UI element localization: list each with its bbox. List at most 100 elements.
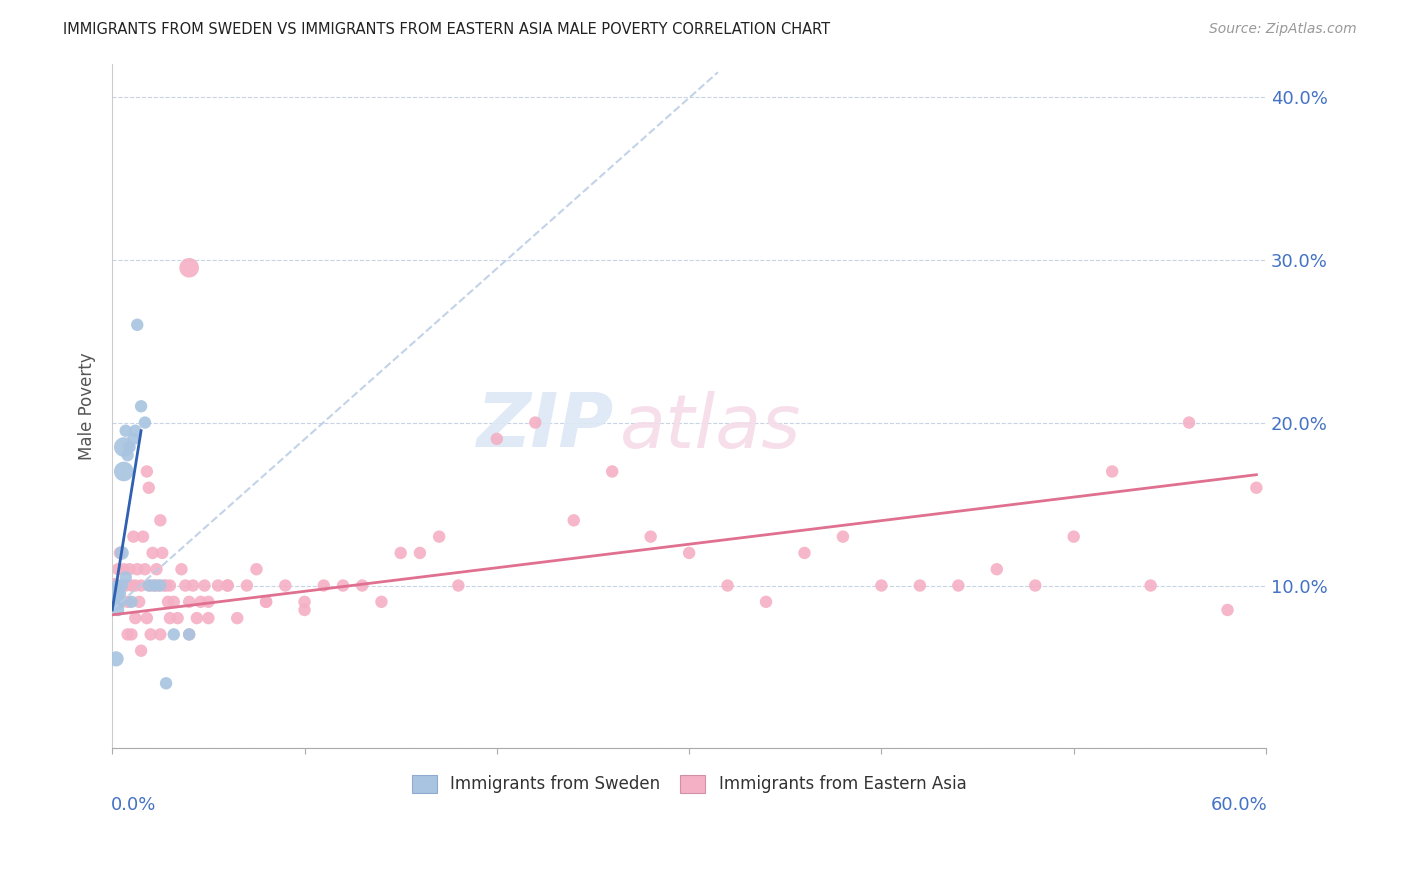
Point: [111, 578, 134, 592]
Point: [179, 595, 201, 609]
Point: [986, 562, 1008, 576]
Point: [755, 595, 778, 609]
Point: [254, 595, 277, 609]
Point: [138, 481, 160, 495]
Point: [135, 465, 157, 479]
Y-axis label: Male Poverty: Male Poverty: [79, 352, 96, 460]
Point: [193, 578, 215, 592]
Point: [352, 578, 374, 592]
Point: [135, 611, 157, 625]
Point: [948, 578, 970, 592]
Point: [207, 578, 229, 592]
Point: [149, 578, 172, 592]
Point: [274, 578, 297, 592]
Point: [129, 643, 152, 657]
Point: [153, 578, 176, 592]
Point: [678, 546, 700, 560]
Point: [127, 318, 149, 332]
Text: 0.0%: 0.0%: [111, 797, 156, 814]
Point: [111, 546, 134, 560]
Point: [226, 611, 249, 625]
Point: [600, 465, 623, 479]
Point: [793, 546, 815, 560]
Point: [105, 595, 128, 609]
Point: [148, 578, 170, 592]
Point: [149, 513, 172, 527]
Point: [114, 570, 136, 584]
Point: [121, 578, 143, 592]
Point: [245, 562, 267, 576]
Point: [149, 627, 172, 641]
Point: [370, 595, 392, 609]
Point: [121, 595, 143, 609]
Point: [134, 416, 156, 430]
Point: [132, 530, 155, 544]
Point: [107, 562, 129, 576]
Point: [112, 440, 135, 454]
Point: [294, 603, 316, 617]
Point: [179, 627, 201, 641]
Point: [122, 432, 145, 446]
Point: [870, 578, 893, 592]
Point: [134, 562, 156, 576]
Point: [640, 530, 662, 544]
Point: [409, 546, 432, 560]
Point: [832, 530, 855, 544]
Point: [108, 587, 131, 601]
Text: IMMIGRANTS FROM SWEDEN VS IMMIGRANTS FROM EASTERN ASIA MALE POVERTY CORRELATION : IMMIGRANTS FROM SWEDEN VS IMMIGRANTS FRO…: [63, 22, 831, 37]
Point: [103, 587, 125, 601]
Point: [129, 578, 152, 592]
Point: [139, 578, 162, 592]
Point: [179, 260, 201, 275]
Point: [124, 578, 146, 592]
Text: ZIP: ZIP: [477, 391, 614, 463]
Point: [155, 676, 177, 690]
Point: [562, 513, 585, 527]
Point: [294, 595, 316, 609]
Point: [122, 530, 145, 544]
Point: [166, 611, 188, 625]
Point: [121, 627, 143, 641]
Point: [117, 627, 139, 641]
Point: [118, 440, 141, 454]
Point: [114, 578, 136, 592]
Point: [129, 399, 152, 413]
Point: [156, 595, 179, 609]
Point: [150, 546, 173, 560]
Point: [107, 603, 129, 617]
Point: [485, 432, 508, 446]
Point: [143, 578, 166, 592]
Point: [107, 578, 129, 592]
Point: [105, 652, 128, 666]
Point: [1101, 465, 1123, 479]
Point: [908, 578, 931, 592]
Point: [143, 578, 166, 592]
Point: [112, 465, 135, 479]
Point: [124, 424, 146, 438]
Point: [124, 611, 146, 625]
Point: [197, 595, 219, 609]
Point: [155, 578, 177, 592]
Point: [138, 578, 160, 592]
Point: [236, 578, 259, 592]
Point: [181, 578, 204, 592]
Point: [145, 562, 167, 576]
Point: [174, 578, 197, 592]
Point: [117, 595, 139, 609]
Point: [111, 595, 134, 609]
Point: [142, 546, 165, 560]
Point: [447, 578, 470, 592]
Text: atlas: atlas: [620, 391, 801, 463]
Point: [128, 595, 150, 609]
Point: [139, 627, 162, 641]
Point: [1178, 416, 1201, 430]
Text: Source: ZipAtlas.com: Source: ZipAtlas.com: [1209, 22, 1357, 37]
Point: [190, 595, 212, 609]
Point: [427, 530, 450, 544]
Point: [127, 562, 149, 576]
Point: [312, 578, 335, 592]
Point: [1024, 578, 1046, 592]
Legend: Immigrants from Sweden, Immigrants from Eastern Asia: Immigrants from Sweden, Immigrants from …: [404, 766, 974, 802]
Point: [163, 627, 186, 641]
Point: [254, 595, 277, 609]
